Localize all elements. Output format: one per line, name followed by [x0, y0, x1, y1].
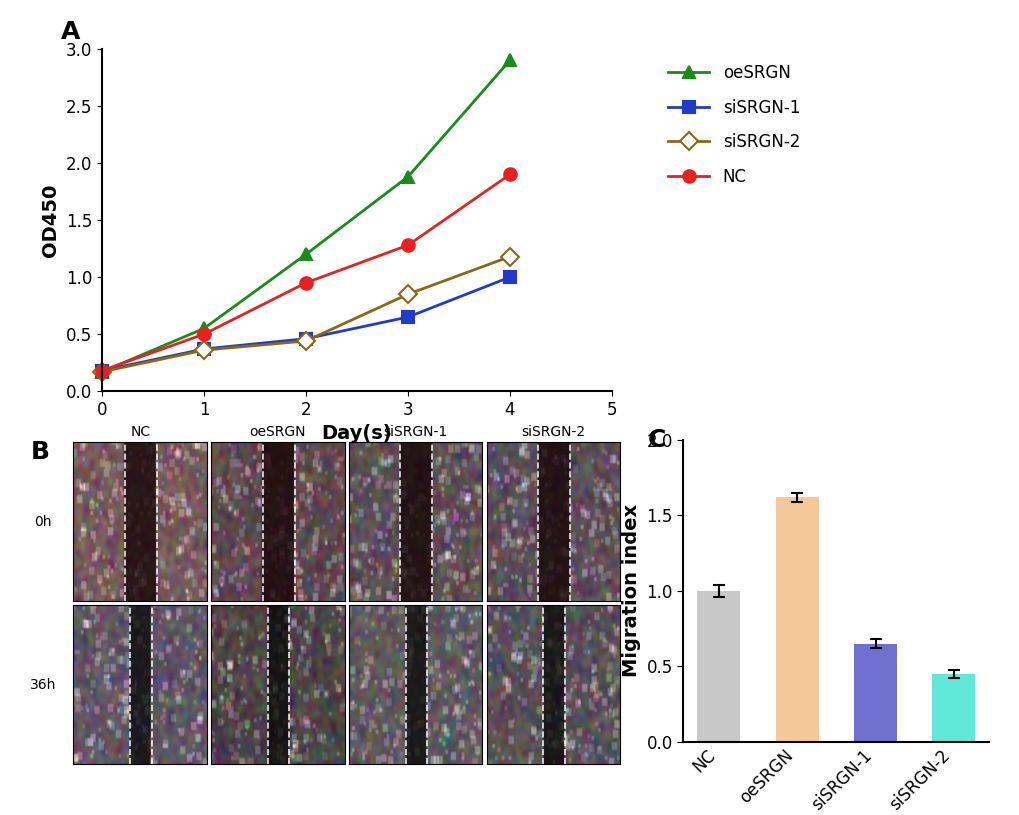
siSRGN-2	[300, 336, 312, 346]
siSRGN-1	[300, 334, 312, 344]
Title: siSRGN-1: siSRGN-1	[383, 425, 447, 439]
NC	[96, 366, 108, 376]
NC	[300, 278, 312, 288]
X-axis label: Day(s): Day(s)	[321, 425, 392, 443]
NC	[198, 329, 210, 339]
siSRGN-1	[401, 312, 414, 322]
siSRGN-2	[198, 346, 210, 355]
siSRGN-2	[503, 252, 516, 262]
oeSRGN	[300, 249, 312, 259]
siSRGN-1	[96, 366, 108, 376]
Line: oeSRGN: oeSRGN	[96, 54, 516, 378]
Legend: oeSRGN, siSRGN-1, siSRGN-2, NC: oeSRGN, siSRGN-1, siSRGN-2, NC	[660, 57, 806, 192]
oeSRGN	[96, 367, 108, 377]
oeSRGN	[401, 172, 414, 182]
Title: siSRGN-2: siSRGN-2	[521, 425, 585, 439]
siSRGN-2	[96, 367, 108, 377]
siSRGN-1	[503, 272, 516, 282]
Line: siSRGN-2: siSRGN-2	[96, 250, 516, 378]
NC	[401, 240, 414, 250]
siSRGN-2	[401, 289, 414, 299]
Y-axis label: Migration index: Migration index	[622, 504, 640, 677]
Text: C: C	[647, 428, 665, 452]
Y-axis label: 0h: 0h	[34, 514, 52, 529]
Y-axis label: OD450: OD450	[42, 183, 60, 257]
Bar	[697, 591, 740, 742]
Bar	[853, 644, 897, 742]
Title: oeSRGN: oeSRGN	[250, 425, 306, 439]
oeSRGN	[198, 324, 210, 333]
Y-axis label: 36h: 36h	[30, 677, 56, 692]
Line: siSRGN-1: siSRGN-1	[96, 271, 516, 377]
Bar	[774, 497, 818, 742]
siSRGN-1	[198, 344, 210, 354]
NC	[503, 170, 516, 179]
Bar	[931, 674, 974, 742]
Text: A: A	[61, 20, 81, 44]
Line: NC: NC	[96, 168, 516, 377]
Title: NC: NC	[130, 425, 150, 439]
oeSRGN	[503, 55, 516, 65]
Text: B: B	[31, 440, 50, 464]
